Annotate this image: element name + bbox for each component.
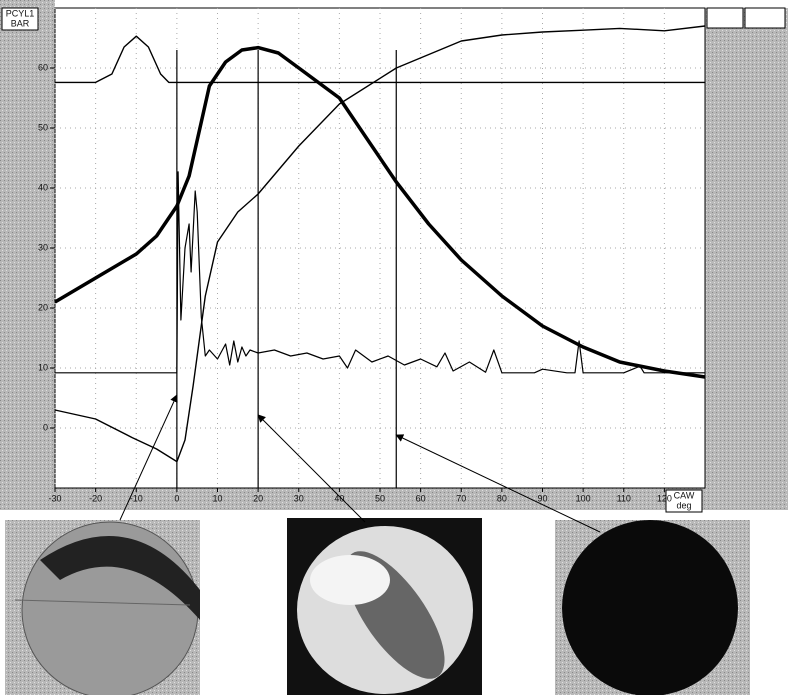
x-label-box	[665, 489, 703, 513]
x-tick-label: 120	[657, 493, 672, 503]
marker-arrow	[395, 434, 601, 533]
x-tick-label: 10	[212, 493, 222, 503]
right-box	[744, 7, 786, 29]
flame-image	[555, 520, 750, 696]
x-tick-label: -10	[130, 493, 143, 503]
y-label-box	[1, 7, 39, 31]
series-line	[55, 171, 705, 374]
y-label: PCYL1	[6, 8, 35, 18]
flame-image	[287, 518, 482, 695]
series-line	[54, 45, 706, 379]
x-tick-label: 30	[294, 493, 304, 503]
y-axis-panel	[0, 0, 55, 510]
x-tick-label: 60	[416, 493, 426, 503]
x-tick-label: 50	[375, 493, 385, 503]
series-line	[55, 35, 705, 84]
x-label: deg	[676, 500, 691, 510]
x-tick-label: 70	[456, 493, 466, 503]
x-tick-label: 0	[174, 493, 179, 503]
marker-arrow	[257, 414, 366, 523]
x-tick-label: 90	[537, 493, 547, 503]
x-label: CAW	[674, 490, 695, 500]
y-tick-label: 50	[38, 122, 48, 132]
right-axis-panel	[705, 8, 788, 510]
y-tick-label: 60	[38, 62, 48, 72]
x-tick-label: 100	[576, 493, 591, 503]
x-tick-label: 40	[334, 493, 344, 503]
x-tick-label: -20	[89, 493, 102, 503]
right-box	[706, 7, 744, 29]
y-tick-label: 30	[38, 242, 48, 252]
x-tick-label: -30	[48, 493, 61, 503]
y-tick-label: 10	[38, 362, 48, 372]
series-line	[54, 25, 706, 463]
x-tick-label: 110	[617, 493, 631, 503]
y-tick-label: 40	[38, 182, 48, 192]
y-tick-label: 20	[38, 302, 48, 312]
flame-image	[5, 520, 200, 699]
y-tick-label: 0	[43, 422, 48, 432]
x-tick-label: 80	[497, 493, 507, 503]
marker-arrow	[119, 394, 178, 521]
y-label: BAR	[11, 18, 30, 28]
x-tick-label: 20	[253, 493, 263, 503]
